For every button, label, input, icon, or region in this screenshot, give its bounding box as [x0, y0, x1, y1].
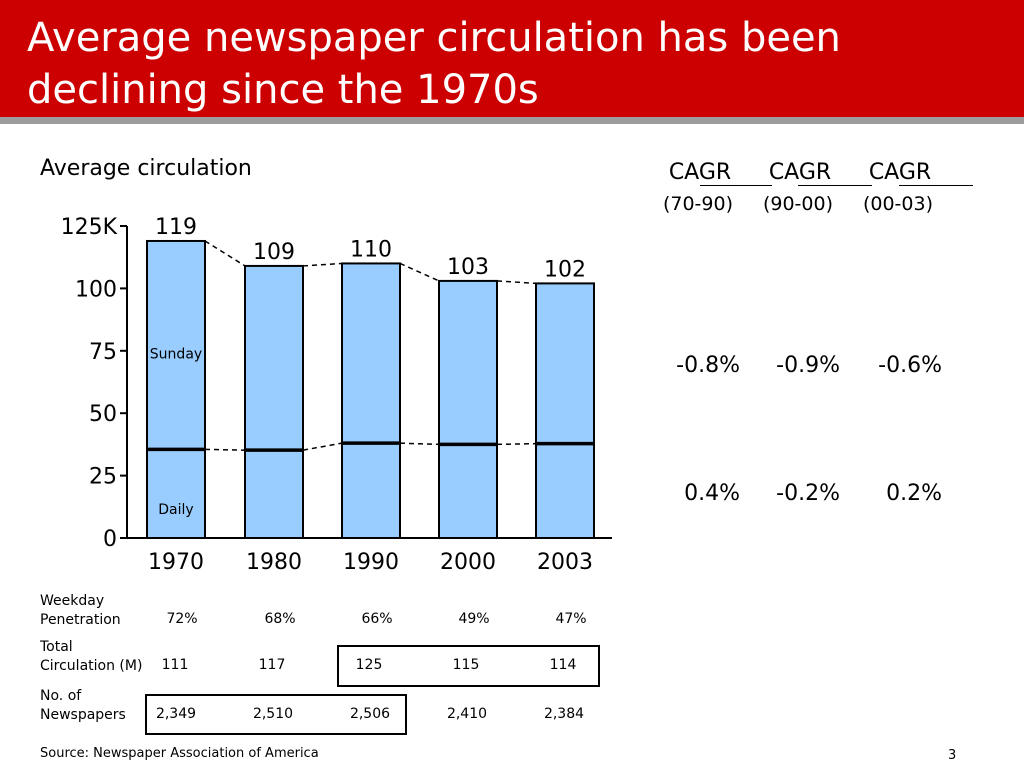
total-connector: [399, 262, 440, 282]
source-note: Source: Newspaper Association of America: [40, 746, 319, 761]
newspapers-label-line2: Newspapers: [40, 707, 126, 723]
total-label-1990: 110: [350, 237, 392, 262]
cagr-period-3: (00-03): [862, 193, 934, 215]
newspapers-2003: 2,384: [543, 706, 585, 722]
cagr-header-1: CAGR: [668, 160, 732, 185]
cagr-header-3: CAGR: [868, 160, 932, 185]
cagr-sunday-1: -0.8%: [676, 353, 740, 378]
newspapers-2000: 2,410: [446, 706, 488, 722]
x-tick-label-2003: 2003: [537, 550, 593, 575]
cagr-sunday-2: -0.9%: [776, 353, 840, 378]
cagr-underline-2: [798, 185, 872, 186]
total-label-1970: 119: [155, 215, 197, 240]
circulation-label-line1: Total: [40, 639, 73, 655]
circulation-highlight-box: [337, 645, 600, 687]
total-label-1980: 109: [253, 240, 295, 265]
circulation-2000: 115: [452, 657, 480, 673]
title-banner: Average newspaper circulation has been d…: [0, 0, 1024, 117]
newspapers-label-line1: No. of: [40, 688, 82, 704]
series-label-sunday: Sunday: [150, 347, 202, 363]
y-tick-label: 100: [75, 277, 117, 302]
y-tick-label: 0: [103, 527, 117, 552]
cagr-underline-1: [700, 185, 772, 186]
x-tick-label-2000: 2000: [440, 550, 496, 575]
x-tick-label-1970: 1970: [148, 550, 204, 575]
y-tick-label: 50: [89, 402, 117, 427]
bar-2000: [438, 279, 498, 539]
page-number: 3: [948, 748, 957, 763]
chart-title: Average circulation: [40, 156, 252, 181]
total-connector: [204, 240, 246, 267]
penetration-1970: 72%: [166, 611, 198, 627]
newspapers-highlight-box: [145, 694, 407, 735]
bar-1980: [244, 264, 304, 539]
bar-1970: [146, 239, 206, 539]
penetration-2000: 49%: [458, 611, 490, 627]
bar-2003: [535, 282, 595, 539]
penetration-label-line1: Weekday: [40, 593, 105, 609]
newspapers-1990: 2,506: [349, 706, 391, 722]
circulation-1970: 111: [161, 657, 189, 673]
x-tick-label-1990: 1990: [343, 550, 399, 575]
daily-connector: [496, 442, 537, 446]
title-divider: [0, 117, 1024, 124]
y-tick-label: 75: [89, 340, 117, 365]
circulation-2003: 114: [549, 657, 577, 673]
newspapers-1970: 2,349: [155, 706, 197, 722]
cagr-period-2: (90-00): [762, 193, 834, 215]
daily-connector: [204, 448, 246, 451]
newspapers-label: No. of Newspapers: [40, 687, 126, 725]
daily-connector: [399, 442, 440, 446]
cagr-period-1: (70-90): [662, 193, 734, 215]
penetration-1990: 66%: [361, 611, 393, 627]
cagr-sunday-3: -0.6%: [878, 353, 942, 378]
cagr-header-2: CAGR: [768, 160, 832, 185]
penetration-label: Weekday Penetration: [40, 592, 121, 630]
daily-connector: [302, 442, 343, 451]
y-tick-label: 125K: [61, 215, 118, 240]
x-tick-label-1980: 1980: [246, 550, 302, 575]
penetration-label-line2: Penetration: [40, 612, 121, 628]
cagr-daily-3: 0.2%: [886, 481, 942, 506]
cagr-daily-1: 0.4%: [684, 481, 740, 506]
total-label-2003: 102: [544, 257, 586, 282]
bar-1990: [341, 262, 401, 539]
total-connector: [496, 280, 537, 285]
circulation-label-line2: Circulation (M): [40, 658, 143, 674]
circulation-1990: 125: [355, 657, 383, 673]
total-connector: [302, 262, 343, 267]
total-label-2000: 103: [447, 255, 489, 280]
cagr-underline-3: [899, 185, 973, 186]
slide-title: Average newspaper circulation has been d…: [27, 15, 841, 113]
circulation-1980: 117: [258, 657, 286, 673]
circulation-chart: 0 25 50 75 100 125K 119 1970 109 1980 110 1990 103 20…: [61, 215, 612, 575]
y-tick-label: 25: [89, 465, 117, 490]
penetration-1980: 68%: [264, 611, 296, 627]
cagr-daily-2: -0.2%: [776, 481, 840, 506]
series-label-daily: Daily: [158, 502, 193, 518]
circulation-label: Total Circulation (M): [40, 638, 142, 676]
newspapers-1980: 2,510: [252, 706, 294, 722]
penetration-2003: 47%: [555, 611, 587, 627]
